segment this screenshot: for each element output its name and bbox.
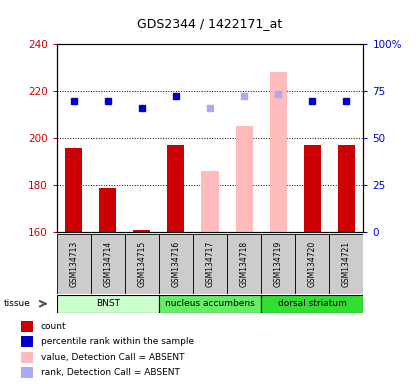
Bar: [99, 188, 116, 232]
Text: BNST: BNST: [96, 299, 120, 308]
Text: count: count: [41, 322, 66, 331]
Bar: [159, 234, 193, 294]
Bar: [65, 147, 82, 232]
Text: GDS2344 / 1422171_at: GDS2344 / 1422171_at: [137, 17, 283, 30]
Bar: [91, 234, 125, 294]
Bar: [270, 72, 287, 232]
Text: GSM134716: GSM134716: [171, 241, 181, 287]
Text: value, Detection Call = ABSENT: value, Detection Call = ABSENT: [41, 353, 184, 362]
Bar: [261, 295, 363, 313]
Bar: [134, 230, 150, 232]
Bar: [21, 352, 33, 362]
Text: GSM134718: GSM134718: [239, 241, 249, 287]
Text: GSM134719: GSM134719: [274, 241, 283, 287]
Bar: [329, 234, 363, 294]
Bar: [21, 367, 33, 378]
Bar: [21, 336, 33, 347]
Bar: [236, 126, 252, 232]
Text: GSM134717: GSM134717: [205, 241, 215, 287]
Bar: [168, 145, 184, 232]
Bar: [202, 171, 218, 232]
Bar: [338, 145, 355, 232]
Text: rank, Detection Call = ABSENT: rank, Detection Call = ABSENT: [41, 368, 180, 377]
Text: GSM134713: GSM134713: [69, 241, 78, 287]
Text: GSM134720: GSM134720: [308, 241, 317, 287]
Bar: [193, 234, 227, 294]
Text: GSM134721: GSM134721: [342, 241, 351, 287]
Text: tissue: tissue: [4, 299, 31, 308]
Bar: [125, 234, 159, 294]
Text: dorsal striatum: dorsal striatum: [278, 299, 346, 308]
Bar: [57, 295, 159, 313]
Bar: [261, 234, 295, 294]
Bar: [295, 234, 329, 294]
Bar: [159, 295, 261, 313]
Text: nucleus accumbens: nucleus accumbens: [165, 299, 255, 308]
Bar: [57, 234, 91, 294]
Bar: [227, 234, 261, 294]
Bar: [21, 321, 33, 332]
Text: percentile rank within the sample: percentile rank within the sample: [41, 337, 194, 346]
Text: GSM134714: GSM134714: [103, 241, 112, 287]
Bar: [304, 145, 321, 232]
Text: GSM134715: GSM134715: [137, 241, 146, 287]
